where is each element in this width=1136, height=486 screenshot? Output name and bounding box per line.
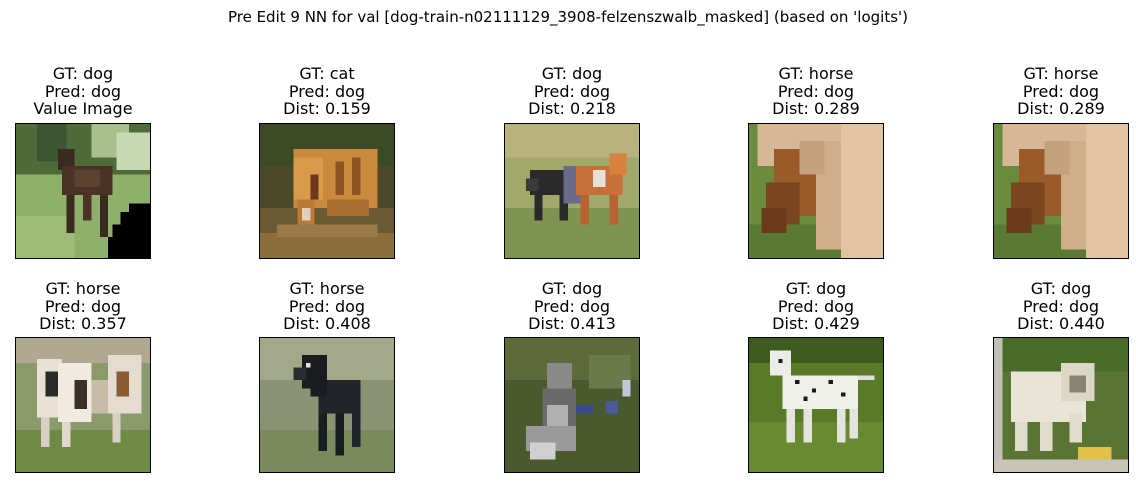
pred-label: Pred: dog [533, 296, 611, 316]
dist-label: Dist: 0.289 [772, 99, 860, 118]
gt-label: GT: horse [45, 279, 121, 298]
thumbnail-dog-on-grass-masked [15, 123, 151, 259]
thumbnail-three-horses [15, 337, 151, 473]
thumbnail-bulldog [993, 337, 1129, 473]
panel-caption: GT: dog Pred: dog Dist: 0.429 [708, 280, 924, 333]
dist-label: Dist: 0.440 [1017, 314, 1105, 333]
gt-label: GT: dog [541, 279, 603, 298]
gt-label: GT: dog [52, 64, 114, 83]
pred-label: Pred: dog [777, 296, 855, 316]
pred-label: Pred: dog [44, 296, 122, 316]
gt-label: GT: cat [299, 64, 355, 83]
thumbnail-tiger-in-water [259, 123, 395, 259]
thumbnail-sitting-dog [504, 337, 640, 473]
pred-label: Pred: dog [1022, 296, 1100, 316]
thumbnail-pony-head [748, 123, 884, 259]
panel-caption: GT: horse Pred: dog Dist: 0.289 [953, 65, 1136, 118]
dist-label: Dist: 0.289 [1017, 99, 1105, 118]
pred-label: Pred: dog [533, 81, 611, 101]
figure-title: Pre Edit 9 NN for val [dog-train-n021111… [227, 8, 909, 26]
pred-label: Pred: dog [1022, 81, 1100, 101]
thumbnail-two-dogs-field [504, 123, 640, 259]
pred-label: Pred: dog [44, 81, 122, 101]
thumbnail-dalmatian [748, 337, 884, 473]
dist-label: Dist: 0.218 [528, 99, 616, 118]
dist-label: Dist: 0.429 [772, 314, 860, 333]
pred-label: Pred: dog [777, 81, 855, 101]
gt-label: GT: horse [289, 279, 365, 298]
thumbnail-pony-head [993, 123, 1129, 259]
panel-caption: GT: cat Pred: dog Dist: 0.159 [219, 65, 435, 118]
thumbnail-black-foal [259, 337, 395, 473]
panel-caption: GT: horse Pred: dog Dist: 0.408 [219, 280, 435, 333]
dist-label: Dist: 0.357 [39, 314, 127, 333]
dist-label: Dist: 0.413 [528, 314, 616, 333]
gt-label: GT: horse [778, 64, 854, 83]
gt-label: GT: dog [1030, 279, 1092, 298]
panel-caption: GT: dog Pred: dog Dist: 0.413 [464, 280, 680, 333]
panel-caption: GT: dog Pred: dog Value Image [0, 65, 191, 118]
gt-label: GT: dog [785, 279, 847, 298]
pred-label: Pred: dog [288, 81, 366, 101]
value-label: Value Image [33, 99, 133, 118]
dist-label: Dist: 0.408 [283, 314, 371, 333]
panel-caption: GT: horse Pred: dog Dist: 0.357 [0, 280, 191, 333]
gt-label: GT: horse [1023, 64, 1099, 83]
pred-label: Pred: dog [288, 296, 366, 316]
dist-label: Dist: 0.159 [283, 99, 371, 118]
panel-caption: GT: horse Pred: dog Dist: 0.289 [708, 65, 924, 118]
panel-caption: GT: dog Pred: dog Dist: 0.218 [464, 65, 680, 118]
panel-caption: GT: dog Pred: dog Dist: 0.440 [953, 280, 1136, 333]
gt-label: GT: dog [541, 64, 603, 83]
